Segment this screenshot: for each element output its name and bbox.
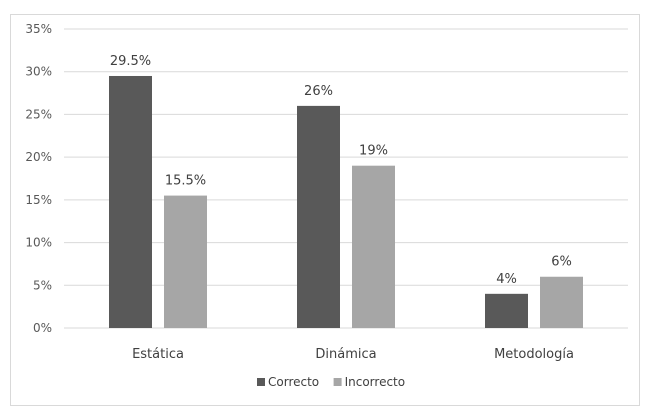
legend: Correcto Incorrecto	[257, 375, 405, 389]
bar-incorrecto-1	[352, 165, 395, 328]
x-axis-tick-labels: Estática Dinámica Metodología	[132, 347, 574, 362]
data-label: 15.5%	[165, 174, 206, 189]
y-tick-label: 25%	[25, 107, 52, 121]
bar-correcto-2	[485, 293, 528, 328]
bar-correcto-0	[109, 75, 152, 328]
y-tick-label: 10%	[25, 236, 52, 250]
y-axis-tick-labels: 0% 5% 10% 15% 20% 25% 30% 35%	[25, 22, 52, 335]
bar-incorrecto-2	[540, 276, 583, 328]
y-tick-label: 0%	[33, 321, 52, 335]
bar-incorrecto-0	[164, 195, 207, 328]
data-label: 19%	[359, 144, 388, 159]
x-tick-label: Metodología	[494, 347, 574, 362]
y-tick-label: 35%	[25, 22, 52, 36]
x-tick-label: Dinámica	[315, 347, 376, 362]
y-tick-label: 15%	[25, 193, 52, 207]
data-labels: 29.5% 15.5% 26% 19% 4% 6%	[110, 54, 572, 287]
y-tick-label: 30%	[25, 65, 52, 79]
data-label: 29.5%	[110, 54, 151, 69]
cropped-header-band	[0, 0, 648, 14]
bars	[109, 75, 583, 328]
data-label: 4%	[496, 272, 517, 287]
data-label: 6%	[551, 255, 572, 270]
legend-swatch-incorrecto	[333, 378, 342, 386]
bar-correcto-1	[297, 105, 340, 328]
x-tick-label: Estática	[132, 347, 184, 362]
legend-swatch-correcto	[257, 378, 265, 386]
legend-label-correcto: Correcto	[268, 375, 319, 389]
y-tick-label: 20%	[25, 150, 52, 164]
legend-label-incorrecto: Incorrecto	[345, 375, 406, 389]
gridlines	[64, 28, 628, 329]
data-label: 26%	[304, 84, 333, 99]
y-tick-label: 5%	[33, 278, 52, 292]
